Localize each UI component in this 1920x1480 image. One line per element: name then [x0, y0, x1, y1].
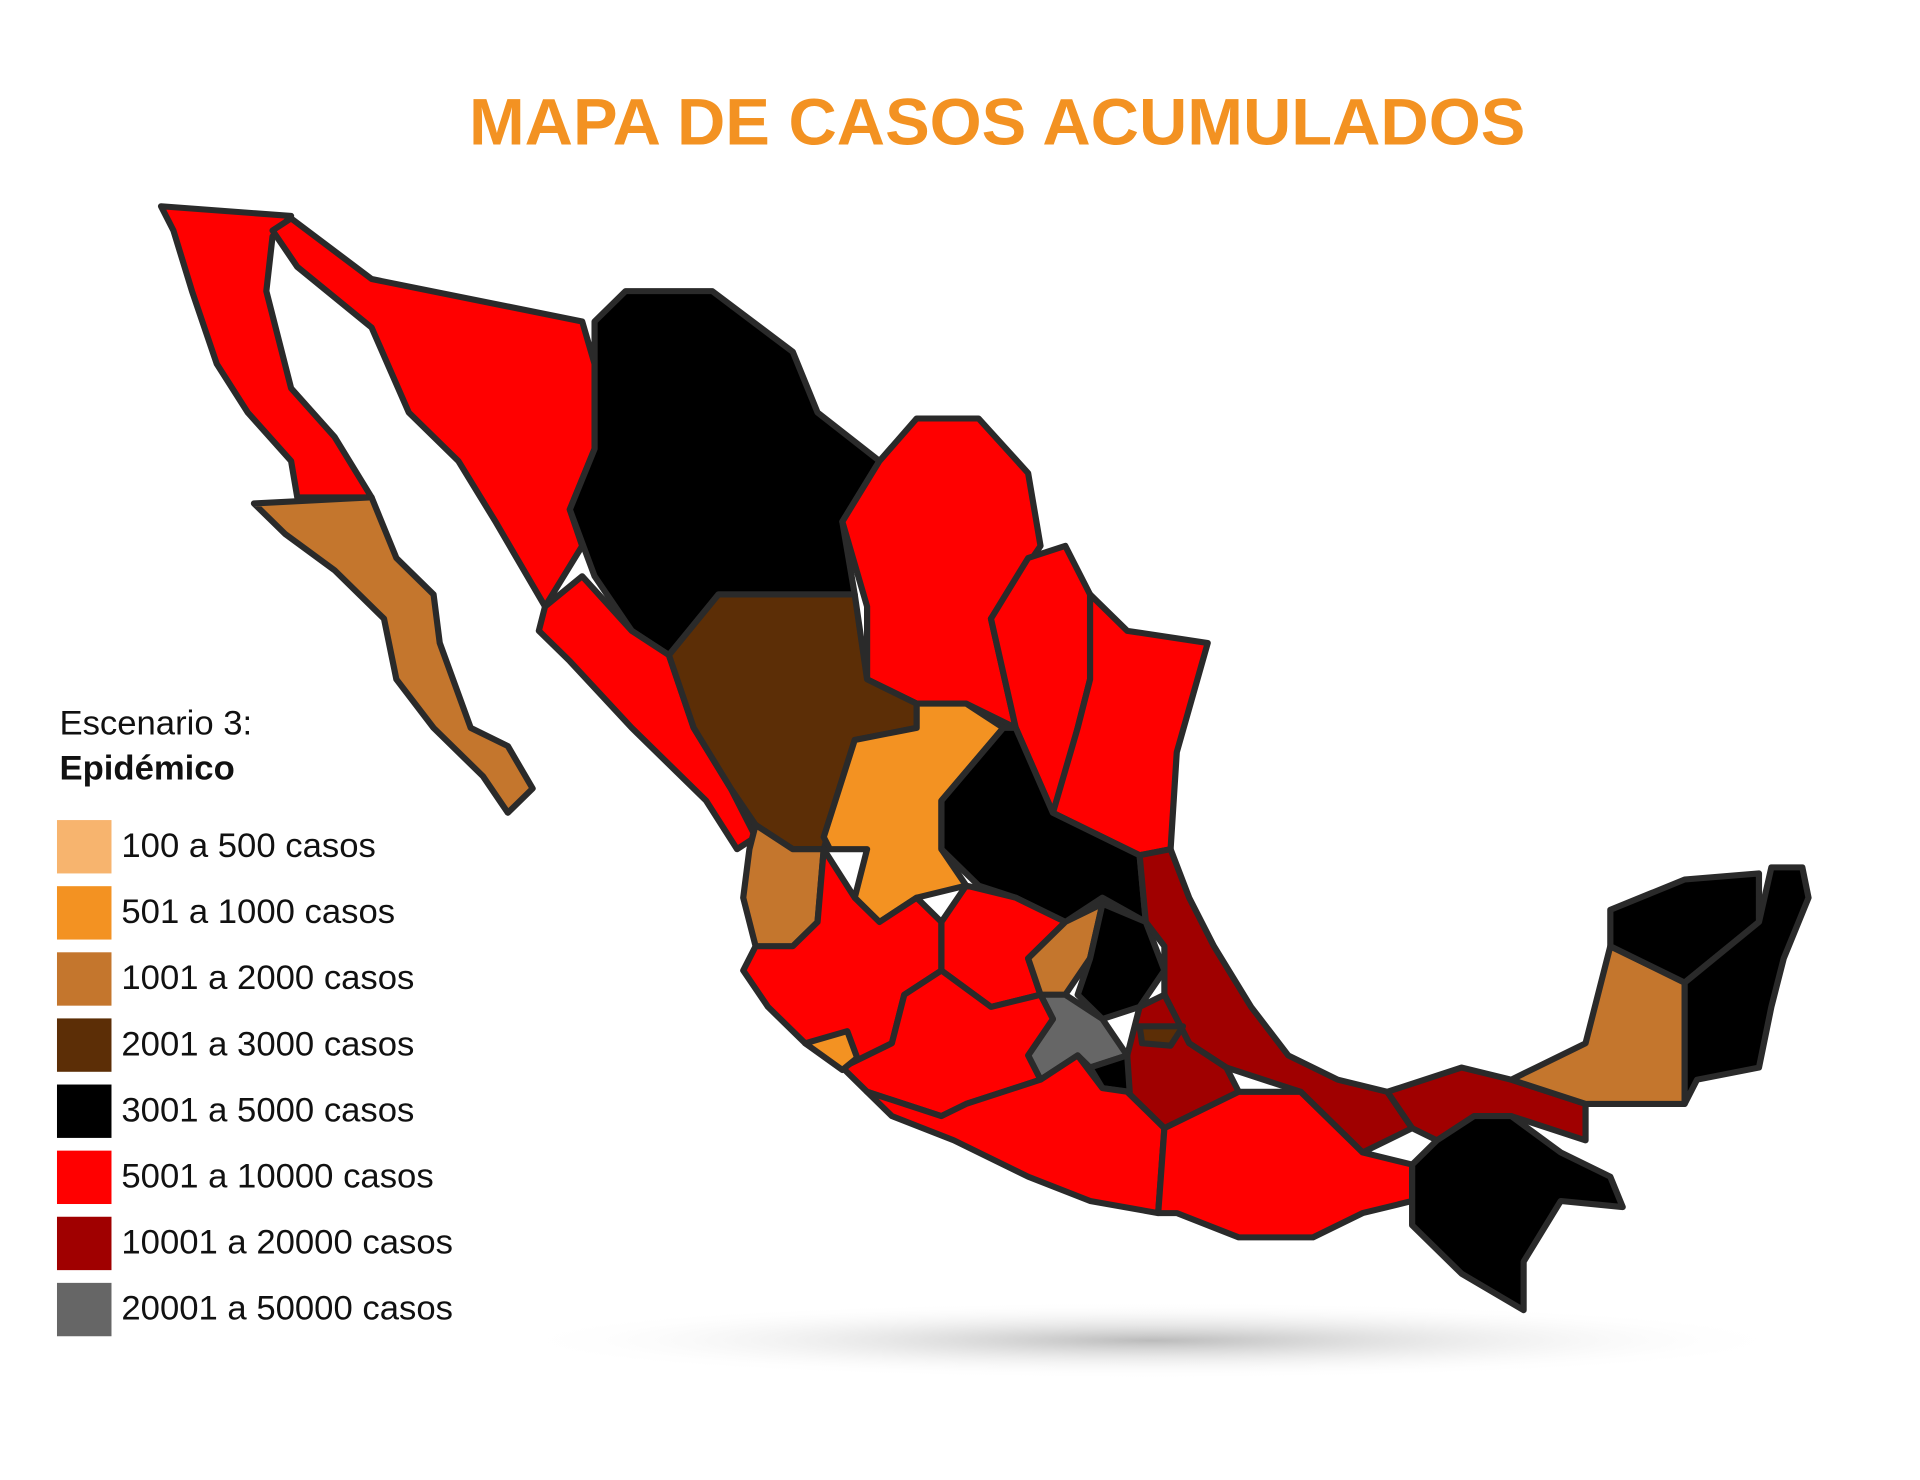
- legend-swatch: [56, 1084, 112, 1138]
- legend-title: Escenario 3:: [59, 705, 252, 743]
- states: [157, 203, 1812, 1314]
- state: [157, 203, 375, 501]
- map-shadow: [507, 1301, 1797, 1380]
- state: [1681, 864, 1812, 1107]
- legend: Escenario 3: Epidémico 100 a 500 casos 50…: [56, 705, 453, 1337]
- state: [802, 1028, 861, 1073]
- legend-swatch: [56, 952, 112, 1006]
- legend-swatch: [56, 1282, 112, 1337]
- legend-swatch: [56, 1018, 112, 1072]
- title: MAPA DE CASOS ACUMULADOS: [469, 86, 1525, 159]
- state: [1409, 1113, 1626, 1314]
- state: [1136, 1023, 1187, 1049]
- legend-swatch: [56, 1150, 112, 1205]
- legend-label: 3001 a 5000 casos: [121, 1092, 414, 1130]
- legend-swatch: [56, 820, 112, 874]
- legend-swatch: [56, 1216, 112, 1271]
- state: [1155, 1088, 1416, 1241]
- state: [1384, 1064, 1589, 1144]
- legend-swatch: [56, 886, 112, 940]
- legend-label: 100 a 500 casos: [121, 827, 375, 865]
- state: [250, 494, 536, 816]
- legend-label: 501 a 1000 casos: [121, 893, 395, 931]
- legend-label: 10001 a 20000 casos: [121, 1224, 453, 1262]
- legend-label: 5001 a 10000 casos: [121, 1158, 433, 1196]
- legend-label: 1001 a 2000 casos: [121, 959, 414, 997]
- legend-label: 2001 a 3000 casos: [121, 1026, 414, 1064]
- legend-label: 20001 a 50000 casos: [121, 1290, 453, 1328]
- legend-subtitle: Epidémico: [59, 750, 234, 788]
- state: [864, 1052, 1168, 1217]
